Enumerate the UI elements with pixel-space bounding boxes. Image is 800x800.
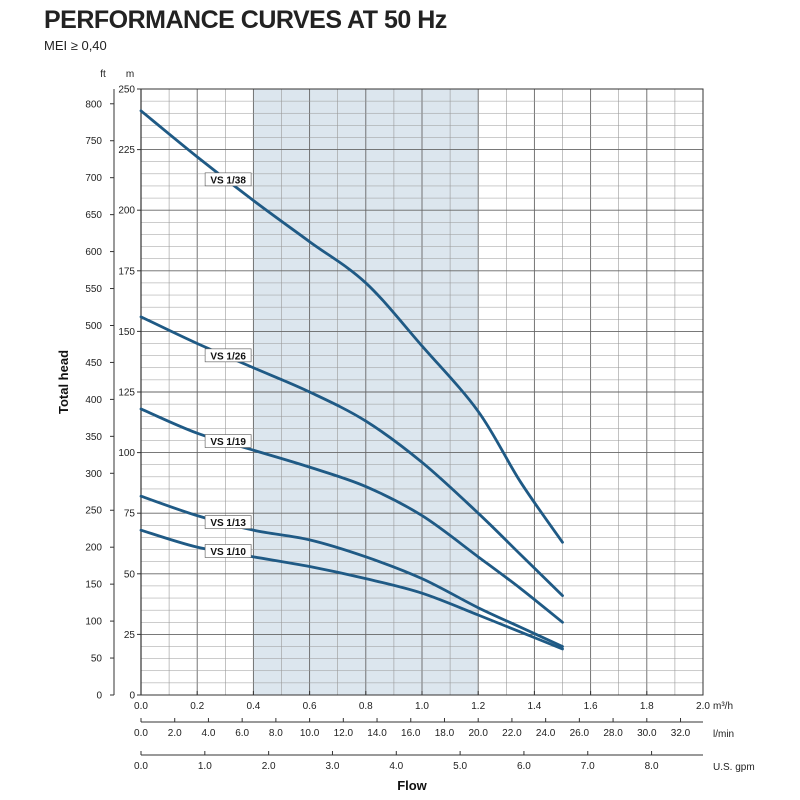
y-tick-ft-label: 800	[85, 99, 102, 110]
x-m3h-tick-label: 1.8	[640, 701, 654, 712]
y-tick-ft-label: 450	[85, 358, 102, 369]
x-unit-m3h: m³/h	[713, 701, 733, 712]
y-tick-ft-label: 650	[85, 210, 102, 221]
x-gpm-tick-label: 4.0	[389, 761, 403, 772]
y-tick-ft-label: 750	[85, 136, 102, 147]
x-lmin-tick-label: 22.0	[502, 728, 522, 739]
y-tick-m-label: 250	[118, 85, 135, 96]
x-gpm-tick-label: 6.0	[517, 761, 531, 772]
curve-label-box	[204, 172, 252, 187]
y-tick-m-label: 75	[124, 509, 136, 520]
y-tick-ft-label: 600	[85, 247, 102, 258]
y-tick-ft-label: 150	[85, 580, 102, 591]
curve-label: VS 1/19	[210, 437, 246, 448]
y-axis-ft-ticks: 0 50 100 150 200 250 300 350 400 450 500 550 600 650 7…	[85, 99, 114, 702]
x-axis-title: Flow	[397, 778, 427, 793]
x-lmin-tick-label: 20.0	[468, 728, 488, 739]
y-axis-m-ticks: 0 25 50 75 100 125 150 175 200 225 250	[118, 85, 141, 702]
x-lmin-tick-label: 2.0	[168, 728, 182, 739]
x-gpm-tick-label: 0.0	[134, 761, 148, 772]
x-lmin-tick-label: 18.0	[435, 728, 455, 739]
x-lmin-tick-label: 10.0	[300, 728, 320, 739]
curve-label: VS 1/26	[210, 351, 246, 362]
x-lmin-tick-label: 32.0	[671, 728, 691, 739]
x-m3h-tick-label: 1.2	[471, 701, 485, 712]
y-tick-m-label: 150	[118, 327, 135, 338]
x-m3h-tick-label: 1.4	[527, 701, 541, 712]
curves: VS 1/38 VS 1/26 VS 1/19 VS 1/13 VS 1/10	[139, 109, 564, 651]
x-lmin-tick-label: 16.0	[401, 728, 421, 739]
x-m3h-tick-label: 2.0	[696, 701, 710, 712]
y-tick-m-label: 100	[118, 448, 135, 459]
y-tick-ft-label: 250	[85, 506, 102, 517]
curve-label: VS 1/38	[210, 175, 246, 186]
x-lmin-tick-label: 0.0	[134, 728, 148, 739]
y-unit-m: m	[126, 69, 134, 80]
x-m3h-tick-label: 1.6	[584, 701, 598, 712]
x-axis-m3h: 0.0 0.2 0.4 0.6 0.8 1.0 1.2 1.4 1.6 1.8 2.0	[134, 691, 710, 712]
x-lmin-tick-label: 14.0	[367, 728, 387, 739]
x-gpm-tick-label: 1.0	[198, 761, 212, 772]
chart-title: PERFORMANCE CURVES AT 50 Hz	[44, 6, 447, 34]
curve-label: VS 1/10	[210, 547, 246, 558]
y-tick-ft-label: 400	[85, 395, 102, 406]
x-m3h-tick-label: 0.8	[359, 701, 373, 712]
chart-subtitle: MEI ≥ 0,40	[44, 38, 107, 53]
y-tick-ft-label: 350	[85, 432, 102, 443]
curve-line	[139, 109, 564, 544]
y-tick-m-label: 175	[118, 266, 135, 277]
curve-label-box	[204, 544, 252, 558]
x-gpm-tick-label: 5.0	[453, 761, 467, 772]
x-lmin-tick-label: 28.0	[603, 728, 623, 739]
x-m3h-tick-label: 0.0	[134, 701, 148, 712]
x-axis-lmin: 0.0 2.0 4.0 6.0 8.0 10.0 12.0 14.0 16.0 18.0 20.0 2…	[134, 718, 703, 739]
x-gpm-tick-label: 8.0	[645, 761, 659, 772]
y-tick-m-label: 125	[118, 388, 135, 399]
y-tick-m-label: 50	[124, 569, 136, 580]
y-tick-ft-label: 550	[85, 284, 102, 295]
y-tick-m-label: 25	[124, 630, 136, 641]
x-m3h-tick-label: 0.6	[303, 701, 317, 712]
y-tick-ft-label: 700	[85, 173, 102, 184]
y-tick-m-label: 0	[129, 691, 135, 702]
curve-label-box	[204, 515, 252, 529]
x-lmin-tick-label: 26.0	[570, 728, 590, 739]
x-lmin-tick-label: 8.0	[269, 728, 283, 739]
y-axis-title: Total head	[56, 350, 71, 414]
x-m3h-tick-label: 0.4	[246, 701, 260, 712]
x-lmin-tick-label: 24.0	[536, 728, 556, 739]
x-lmin-tick-label: 6.0	[235, 728, 249, 739]
curve-label-box	[204, 434, 252, 448]
x-m3h-tick-label: 0.2	[190, 701, 204, 712]
y-tick-ft-label: 300	[85, 469, 102, 480]
y-tick-ft-label: 500	[85, 321, 102, 332]
y-tick-m-label: 225	[118, 145, 135, 156]
y-tick-ft-label: 0	[96, 691, 102, 702]
x-lmin-tick-label: 30.0	[637, 728, 657, 739]
x-unit-lmin: l/min	[713, 729, 734, 740]
x-gpm-tick-label: 7.0	[581, 761, 595, 772]
curve-label-box	[204, 348, 252, 363]
x-gpm-tick-label: 3.0	[326, 761, 340, 772]
y-unit-ft: ft	[100, 69, 106, 80]
y-tick-ft-label: 50	[91, 654, 103, 665]
x-m3h-tick-label: 1.0	[415, 701, 429, 712]
x-lmin-tick-label: 12.0	[334, 728, 354, 739]
curve-label: VS 1/13	[210, 518, 246, 529]
y-tick-m-label: 200	[118, 206, 135, 217]
y-tick-ft-label: 100	[85, 617, 102, 628]
x-gpm-tick-label: 2.0	[262, 761, 276, 772]
x-lmin-tick-label: 4.0	[201, 728, 215, 739]
x-axis-gpm: 0.0 1.0 2.0 3.0 4.0 5.0 6.0 7.0 8.0	[134, 751, 703, 772]
x-unit-gpm: U.S. gpm	[713, 762, 755, 773]
y-tick-ft-label: 200	[85, 543, 102, 554]
